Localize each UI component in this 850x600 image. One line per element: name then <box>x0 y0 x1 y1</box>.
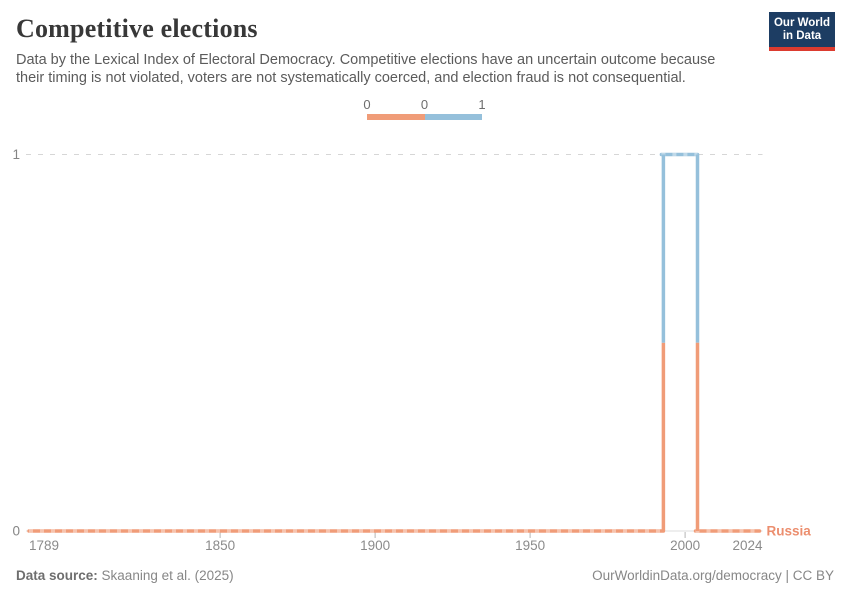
owid-logo-line1: Our World <box>773 17 830 29</box>
data-source: Data source: Skaaning et al. (2025) <box>16 568 234 583</box>
y-tick-label: 0 <box>12 524 20 539</box>
data-source-value: Skaaning et al. (2025) <box>101 568 234 583</box>
x-tick-label: 2000 <box>670 538 700 553</box>
x-tick-label: 1789 <box>29 538 59 553</box>
chart-canvas[interactable]: 0 1 1789 1850 1900 1950 2000 2024 Russia <box>0 125 850 570</box>
legend-bin-1[interactable] <box>424 114 482 120</box>
x-tick-label: 1900 <box>360 538 390 553</box>
color-legend: 0 0 1 <box>363 97 486 121</box>
chart-footer: Data source: Skaaning et al. (2025) OurW… <box>16 568 834 583</box>
legend-bin-0[interactable] <box>367 114 425 120</box>
x-tick-label: 1950 <box>515 538 545 553</box>
x-tick-label: 1850 <box>205 538 235 553</box>
x-tick-label: 2024 <box>732 538 763 553</box>
legend-edge-label: 0 <box>363 97 371 112</box>
legend-edge-label: 1 <box>478 97 486 112</box>
owid-logo[interactable]: Our World in Data <box>769 12 835 51</box>
data-source-label: Data source: <box>16 568 98 583</box>
legend-edge-label: 0 <box>420 97 429 112</box>
owid-credit-link[interactable]: OurWorldinData.org/democracy | CC BY <box>592 568 834 583</box>
chart-subtitle: Data by the Lexical Index of Electoral D… <box>16 52 716 86</box>
series-entity-label[interactable]: Russia <box>767 524 812 539</box>
y-tick-label: 1 <box>12 147 20 162</box>
owid-logo-line2: in Data <box>782 30 822 42</box>
page-title: Competitive elections <box>16 14 258 43</box>
